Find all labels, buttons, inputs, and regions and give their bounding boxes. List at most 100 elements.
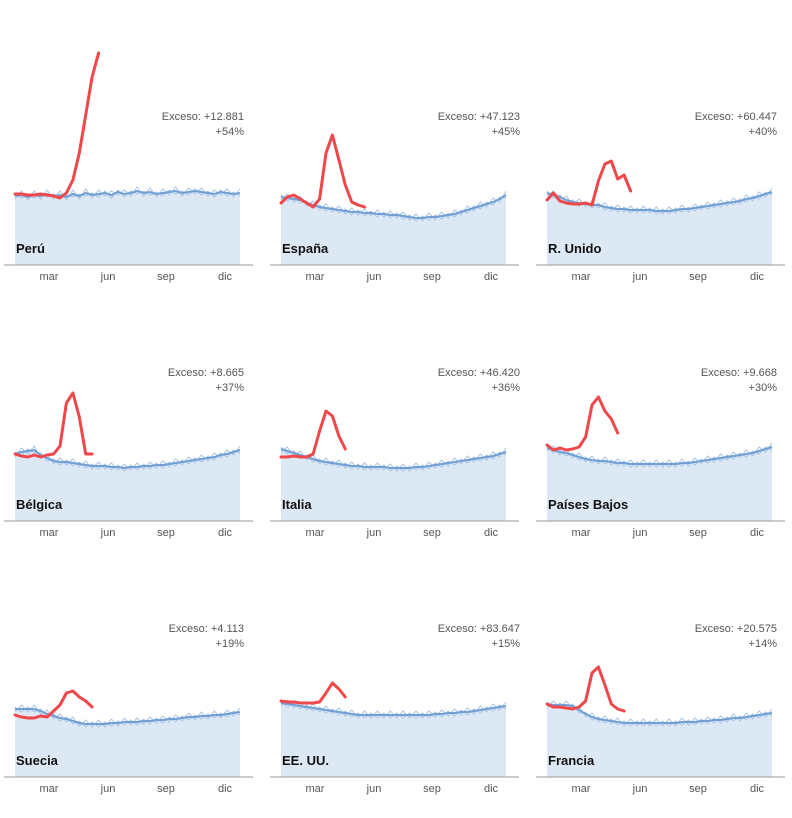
baseline-line [14,448,241,470]
excess-percent: +45% [491,126,520,138]
chart-panel: Exceso: +47.123 +45% España mar jun sep dic [270,10,526,283]
excess-value: Exceso: +12.881 [161,111,244,123]
excess-value: Exceso: +8.665 [167,367,244,379]
current-year-line [545,395,620,452]
x-tick-label: sep [157,783,175,795]
baseline-line [546,703,773,724]
chart-svg [536,395,785,522]
excess-label: Exceso: +9.668 +30% [701,366,777,396]
x-tick-label: mar [39,783,59,795]
baseline-line [280,448,507,469]
country-name: EE. UU. [282,753,329,768]
x-tick-label: sep [689,271,707,283]
chart-svg [536,159,785,266]
x-tick-label: jun [100,527,116,539]
x-tick-label: mar [571,271,591,283]
current-year-line [279,409,347,459]
x-tick-label: sep [689,783,707,795]
baseline-area [15,191,240,265]
country-name: Bélgica [16,497,63,512]
x-tick-label: jun [632,783,648,795]
chart-svg [270,133,519,266]
x-tick-label: mar [571,527,591,539]
chart-panel: Exceso: +8.665 +37% Bélgica mar jun sep dic [4,266,260,539]
chart-panel: Exceso: +4.113 +19% Suecia mar jun sep dic [4,522,260,795]
x-tick-label: sep [157,271,175,283]
x-tick-label: dic [749,783,765,795]
excess-label: Exceso: +12.881 +54% [162,110,244,140]
excess-label: Exceso: +20.575 +14% [695,622,777,652]
chart-svg [536,665,785,778]
x-tick-label: jun [632,271,648,283]
excess-value: Exceso: +4.113 [168,623,244,635]
x-tick-label: sep [423,783,441,795]
country-name: España [282,241,329,256]
current-year-line [279,681,347,705]
chart-svg [4,391,253,522]
country-name: Suecia [16,753,58,768]
chart-svg [270,409,519,522]
x-tick-label: jun [366,271,382,283]
current-year-line [545,665,626,713]
x-tick-label: sep [689,527,707,539]
x-tick-label: jun [632,527,648,539]
chart-panel: Exceso: +46.420 +36% Italia mar jun sep dic [270,266,526,539]
x-tick-label: dic [217,783,233,795]
x-tick-label: jun [366,527,382,539]
x-tick-label: dic [749,271,765,283]
x-tick-label: sep [423,271,441,283]
chart-svg [4,689,253,778]
baseline-area [547,447,772,521]
baseline-area [547,192,772,265]
country-name: Francia [548,753,595,768]
excess-label: Exceso: +60.447 +40% [695,110,777,140]
chart-svg [4,51,253,266]
baseline-area [15,709,240,777]
baseline-area [281,449,506,521]
excess-value: Exceso: +47.123 [437,111,520,123]
excess-label: Exceso: +83.647 +15% [438,622,520,652]
x-tick-label: jun [100,271,116,283]
excess-percent: +19% [215,638,244,650]
country-name: Países Bajos [548,497,629,512]
excess-percent: +54% [215,126,244,138]
baseline-area [281,703,506,777]
current-year-line [13,689,94,720]
excess-label: Exceso: +4.113 +19% [169,622,244,652]
x-tick-label: dic [483,271,499,283]
excess-label: Exceso: +47.123 +45% [438,110,520,140]
x-tick-label: sep [157,527,175,539]
x-tick-label: dic [217,271,233,283]
x-tick-label: mar [571,783,591,795]
x-tick-label: jun [366,783,382,795]
baseline-line [15,708,241,725]
excess-value: Exceso: +9.668 [700,367,777,379]
excess-value: Exceso: +83.647 [437,623,520,635]
baseline-line [546,446,773,465]
x-tick-label: sep [423,527,441,539]
excess-label: Exceso: +8.665 +37% [168,366,244,396]
x-tick-label: jun [100,783,116,795]
chart-panel: Exceso: +12.881 +54% Perú mar jun sep dic [4,10,260,283]
excess-value: Exceso: +20.575 [694,623,777,635]
chart-panel: Exceso: +9.668 +30% Países Bajos mar jun sep d… [536,266,792,539]
excess-percent: +15% [491,638,520,650]
country-name: Italia [282,497,312,512]
baseline-line [280,194,507,219]
x-tick-label: mar [305,783,325,795]
excess-percent: +36% [491,382,520,394]
current-year-line [13,51,101,200]
excess-value: Exceso: +46.420 [437,367,520,379]
chart-panel: Exceso: +60.447 +40% R. Unido mar jun sep dic [536,10,792,283]
baseline-area [281,195,506,265]
x-tick-label: dic [749,527,765,539]
x-tick-label: dic [483,527,499,539]
x-tick-label: mar [39,271,59,283]
current-year-line [545,159,633,207]
excess-percent: +40% [748,126,777,138]
current-year-line [13,391,94,459]
x-tick-label: mar [39,527,59,539]
x-tick-label: mar [305,271,325,283]
excess-percent: +37% [215,382,244,394]
